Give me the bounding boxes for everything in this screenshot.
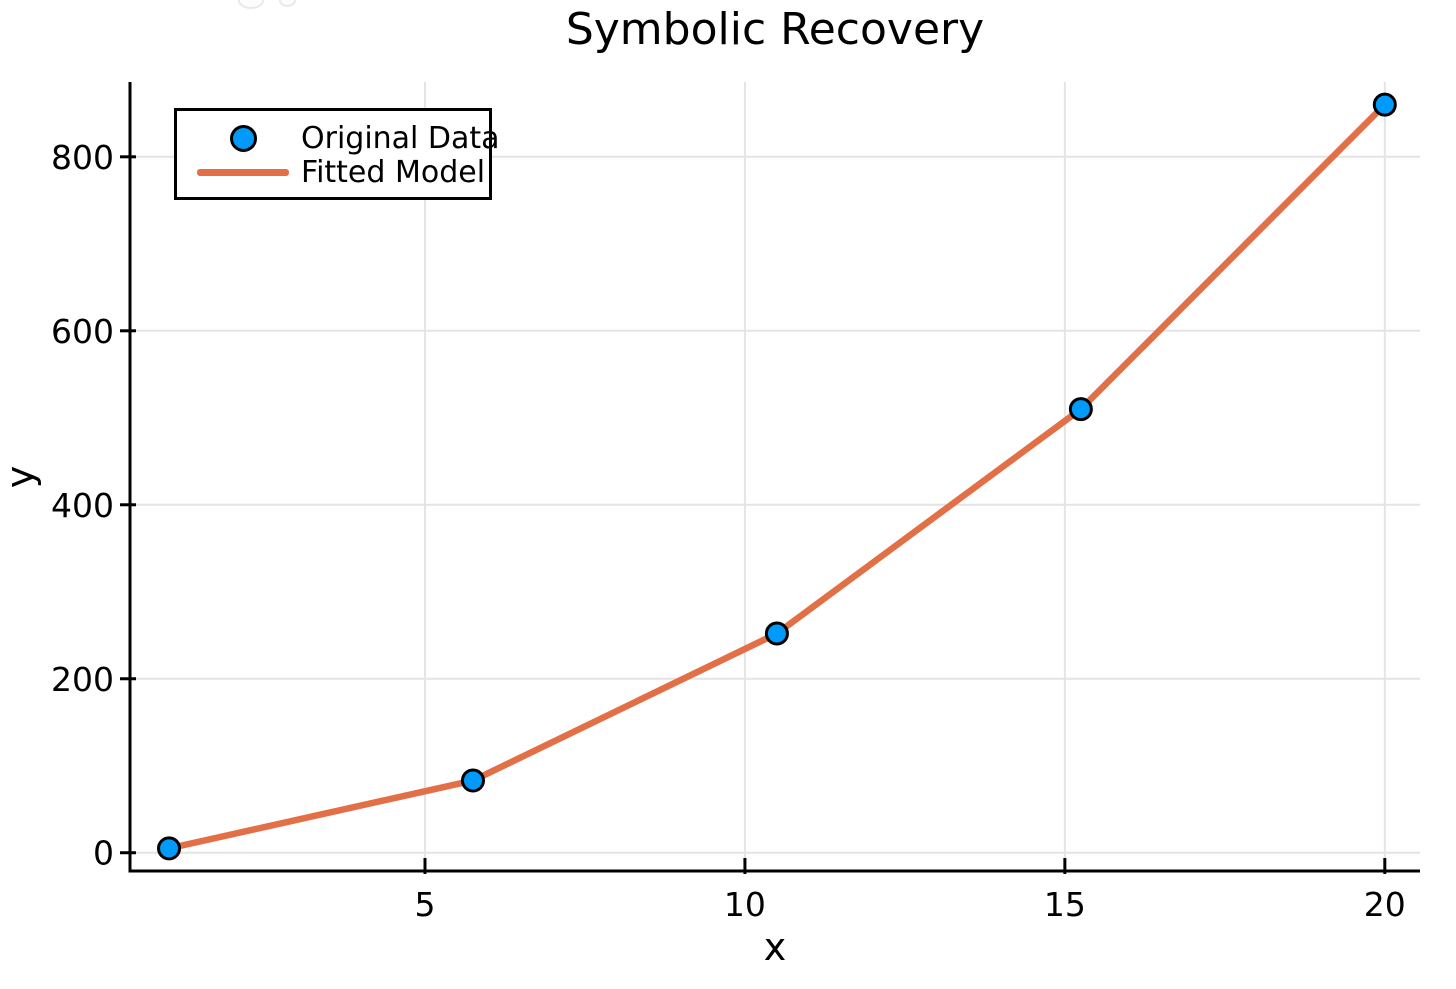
x-tick-label: 20 xyxy=(1364,885,1406,924)
x-tick-label: 5 xyxy=(414,885,435,924)
data-point xyxy=(157,836,182,861)
y-tick-label: 600 xyxy=(51,312,114,351)
data-point xyxy=(460,768,485,793)
fitted-model-line xyxy=(165,101,1389,852)
y-tick-label: 200 xyxy=(51,660,114,699)
line-swatch-icon xyxy=(197,168,289,176)
legend-label-fitted-model: Fitted Model xyxy=(301,154,486,190)
x-tick-label: 15 xyxy=(1044,885,1086,924)
legend-label-original-data: Original Data xyxy=(301,120,500,156)
y-axis-label: y xyxy=(0,465,42,489)
chart-title: Symbolic Recovery xyxy=(565,4,985,55)
x-axis-label: x xyxy=(763,925,787,969)
x-tick-label: 10 xyxy=(724,885,766,924)
data-point xyxy=(1068,397,1093,422)
y-tick-label: 400 xyxy=(51,486,114,525)
y-tick-label: 0 xyxy=(93,834,114,873)
data-point xyxy=(1372,92,1397,117)
legend-item-original-data: Original Data xyxy=(195,121,500,156)
legend-item-fitted-model: Fitted Model xyxy=(195,154,489,190)
legend: Original Data Fitted Model xyxy=(174,108,500,200)
scatter-marker-icon xyxy=(229,124,257,152)
data-point xyxy=(764,621,789,646)
y-tick-label: 800 xyxy=(51,138,114,177)
